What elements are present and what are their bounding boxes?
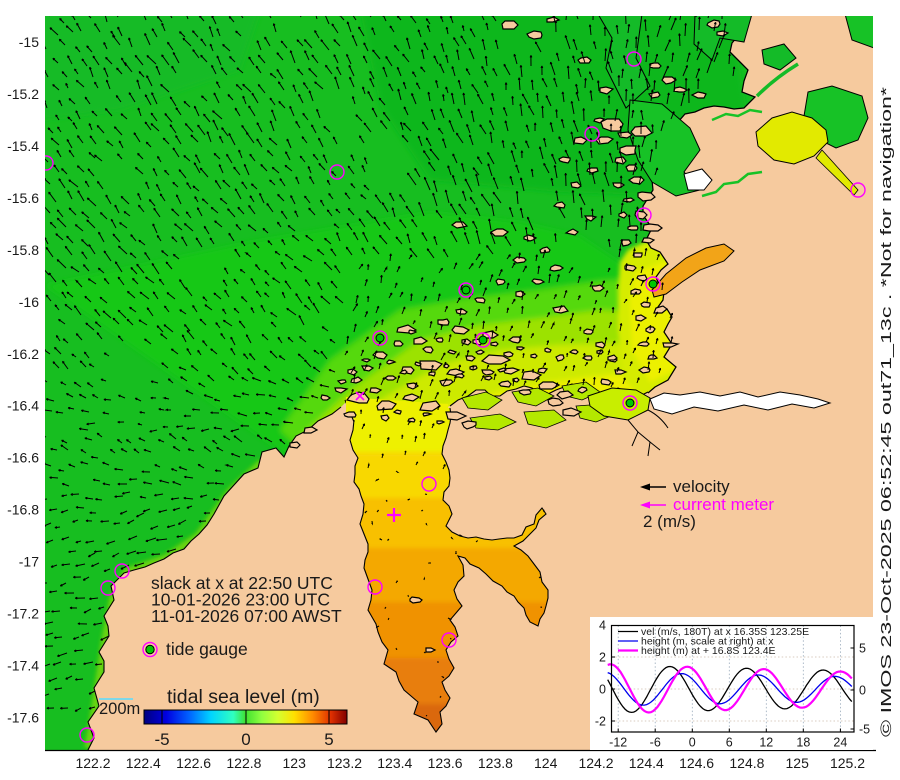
- svg-text:123.6: 123.6: [428, 755, 463, 771]
- svg-text:122.2: 122.2: [75, 755, 110, 771]
- svg-text:© IMOS 23-Oct-2025 06:52:45 ou: © IMOS 23-Oct-2025 06:52:45 out71_13c . …: [878, 87, 895, 737]
- svg-text:124: 124: [534, 755, 558, 771]
- svg-text:122.6: 122.6: [176, 755, 211, 771]
- svg-text:slack at x at 22:50 UTC: slack at x at 22:50 UTC: [151, 573, 333, 593]
- svg-text:current meter: current meter: [673, 495, 774, 514]
- svg-text:height (m) at + 16.8S 123.4E: height (m) at + 16.8S 123.4E: [641, 645, 776, 657]
- svg-text:122.4: 122.4: [126, 755, 161, 771]
- svg-text:tidal sea level (m): tidal sea level (m): [167, 686, 320, 708]
- svg-text:125.2: 125.2: [830, 755, 865, 771]
- svg-text:-2: -2: [595, 715, 606, 729]
- svg-text:2: 2: [599, 651, 606, 665]
- svg-text:5: 5: [324, 730, 333, 749]
- svg-text:125: 125: [786, 755, 810, 771]
- svg-text:10-01-2026 23:00 UTC: 10-01-2026 23:00 UTC: [151, 590, 330, 610]
- svg-text:0: 0: [599, 683, 606, 697]
- svg-text:-15.8: -15.8: [7, 242, 39, 258]
- svg-text:height (m, scale at right) at: height (m, scale at right) at x: [641, 636, 774, 648]
- svg-text:-15.4: -15.4: [7, 138, 39, 154]
- svg-text:0: 0: [241, 730, 250, 749]
- svg-text:4: 4: [599, 619, 606, 633]
- svg-text:-16.8: -16.8: [7, 502, 39, 518]
- svg-text:11-01-2026 07:00 AWST: 11-01-2026 07:00 AWST: [151, 606, 342, 626]
- svg-text:-5: -5: [154, 730, 169, 749]
- svg-text:-6: -6: [650, 736, 661, 750]
- svg-text:123.4: 123.4: [377, 755, 412, 771]
- svg-text:-15: -15: [19, 34, 39, 50]
- svg-text:200m: 200m: [99, 700, 140, 718]
- svg-text:124.8: 124.8: [729, 755, 764, 771]
- svg-text:0: 0: [689, 736, 696, 750]
- svg-text:124.4: 124.4: [629, 755, 664, 771]
- svg-text:6: 6: [726, 736, 733, 750]
- svg-text:2 (m/s): 2 (m/s): [643, 512, 696, 531]
- svg-text:-17: -17: [19, 554, 39, 570]
- svg-text:-17.2: -17.2: [7, 606, 39, 622]
- svg-text:-16.6: -16.6: [7, 450, 39, 466]
- svg-text:vel (m/s, 180T) at x 16.35S 12: vel (m/s, 180T) at x 16.35S 123.25E: [641, 626, 809, 638]
- svg-text:-16.2: -16.2: [7, 346, 39, 362]
- svg-text:-15.6: -15.6: [7, 190, 39, 206]
- svg-text:-16.4: -16.4: [7, 398, 39, 414]
- svg-text:5: 5: [859, 642, 866, 656]
- svg-text:tide gauge: tide gauge: [166, 639, 248, 659]
- svg-text:18: 18: [796, 736, 810, 750]
- svg-text:123.8: 123.8: [478, 755, 513, 771]
- svg-text:123.2: 123.2: [327, 755, 362, 771]
- svg-text:124.2: 124.2: [578, 755, 613, 771]
- svg-text:122.8: 122.8: [226, 755, 261, 771]
- svg-text:-5: -5: [859, 723, 870, 737]
- svg-text:-15.2: -15.2: [7, 86, 39, 102]
- svg-text:-12: -12: [609, 736, 627, 750]
- svg-text:-16: -16: [19, 294, 39, 310]
- svg-text:124.6: 124.6: [679, 755, 714, 771]
- svg-text:-17.4: -17.4: [7, 658, 39, 674]
- svg-text:12: 12: [759, 736, 773, 750]
- svg-text:-17.6: -17.6: [7, 709, 39, 725]
- svg-text:123: 123: [283, 755, 307, 771]
- svg-text:velocity: velocity: [673, 477, 730, 496]
- svg-text:0: 0: [859, 684, 866, 698]
- svg-text:24: 24: [833, 736, 847, 750]
